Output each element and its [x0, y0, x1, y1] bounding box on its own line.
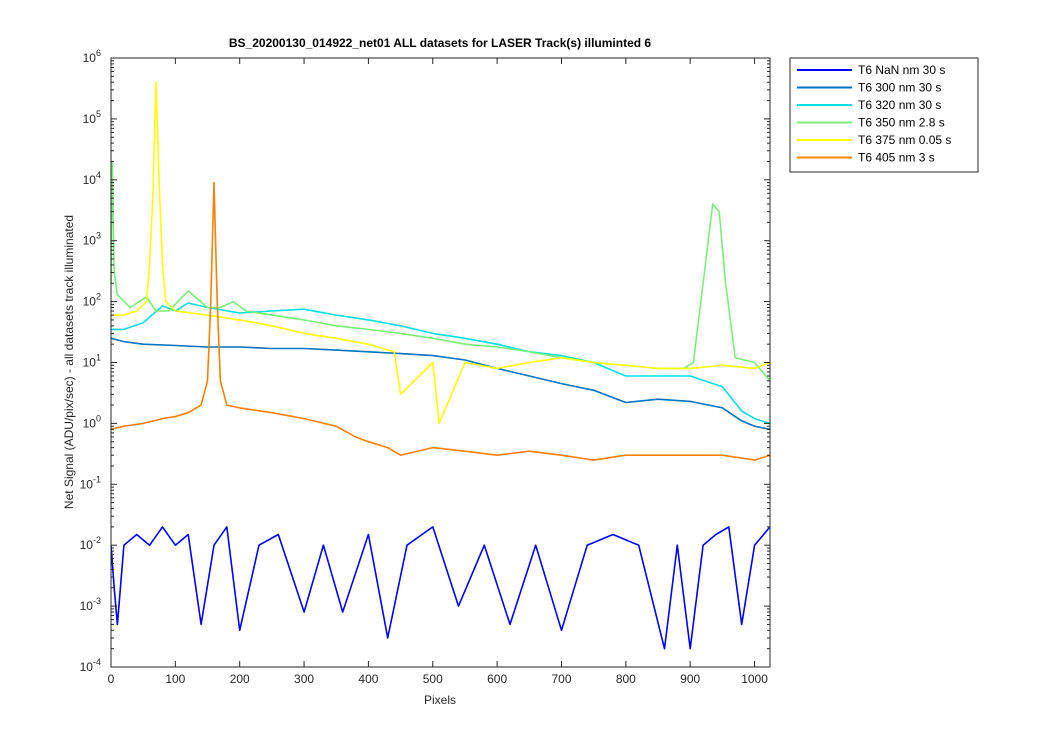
- x-tick-label: 300: [294, 672, 314, 686]
- series-line-2: [111, 337, 770, 431]
- x-tick-label: 800: [616, 672, 636, 686]
- x-tick-label: 500: [423, 672, 443, 686]
- series-line-3: [111, 302, 770, 425]
- y-tick-label: 100: [83, 413, 101, 430]
- x-tick-label: 600: [487, 672, 507, 686]
- x-tick-label: 700: [551, 672, 571, 686]
- y-tick-label: 104: [83, 170, 101, 187]
- x-tick-label: 200: [230, 672, 250, 686]
- series-line-1: [111, 526, 770, 650]
- y-axis-label: Net Signal (ADU/pix/sec) - all datasets …: [62, 215, 76, 509]
- y-tick-label: 106: [83, 48, 101, 65]
- y-tick-label: 10-1: [80, 474, 101, 491]
- y-tick-label: 103: [83, 231, 101, 248]
- x-tick-label: 900: [680, 672, 700, 686]
- series-line-4: [111, 160, 770, 382]
- y-tick-label: 101: [83, 353, 101, 370]
- x-axis-label: Pixels: [424, 693, 456, 707]
- y-tick-label: 105: [83, 109, 101, 126]
- y-tick-label: 10-2: [80, 535, 101, 552]
- y-tick-label: 102: [83, 292, 101, 309]
- legend-label: T6 350 nm 2.8 s: [858, 116, 945, 130]
- legend-label: T6 405 nm 3 s: [858, 151, 935, 165]
- legend-label: T6 300 nm 30 s: [858, 81, 941, 95]
- x-tick-label: 0: [108, 672, 115, 686]
- legend-label: T6 NaN nm 30 s: [858, 63, 945, 77]
- x-tick-label: 400: [358, 672, 378, 686]
- x-tick-label: 1000: [741, 672, 768, 686]
- chart-title: BS_20200130_014922_net01 ALL datasets fo…: [229, 36, 652, 50]
- y-tick-label: 10-3: [80, 596, 101, 613]
- legend: T6 NaN nm 30 s T6 300 nm 30 s T6 320 nm 30…: [789, 57, 979, 173]
- series-line-6: [111, 181, 770, 461]
- legend-label: T6 320 nm 30 s: [858, 98, 941, 112]
- y-tick-label: 10-4: [80, 657, 101, 674]
- legend-label: T6 375 nm 0.05 s: [858, 133, 951, 147]
- x-tick-label: 100: [165, 672, 185, 686]
- plot-area: 0 100 200 300 400 500 600 700 800 900 1000 10-4 10-…: [80, 48, 771, 686]
- series-line-5: [111, 81, 770, 425]
